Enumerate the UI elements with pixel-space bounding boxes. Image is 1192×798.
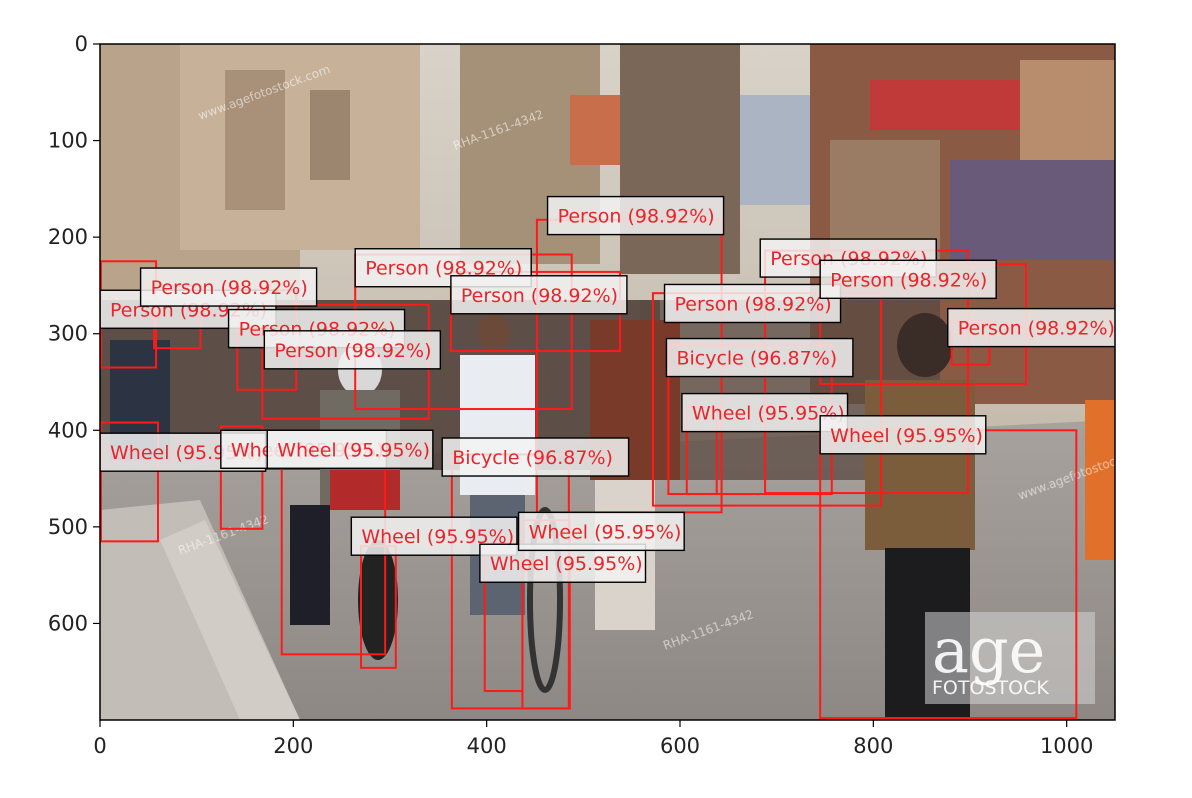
detection-label-text: Person (98.92%) bbox=[675, 293, 832, 315]
detection-label: Bicycle (96.87%) bbox=[665, 337, 854, 378]
detection-label-text: Person (98.92%) bbox=[461, 285, 618, 307]
detection-label: Wheel (95.95%) bbox=[517, 511, 685, 552]
x-tick-label: 200 bbox=[273, 734, 313, 758]
detection-label-text: Wheel (95.95%) bbox=[692, 403, 845, 425]
detection-label-text: Person (98.92%) bbox=[151, 277, 308, 299]
detection-label-box bbox=[546, 195, 725, 236]
axis-ticks: 0 200 400 600 800 1000 0 100 200 300 400 500 600 bbox=[48, 32, 1093, 758]
detection-label: Person (98.92%) bbox=[139, 267, 318, 307]
detection-box bbox=[219, 425, 264, 530]
detection-label-box bbox=[665, 337, 854, 378]
y-tick-label: 600 bbox=[48, 611, 88, 635]
x-tick-label: 0 bbox=[93, 734, 106, 758]
detection-label: Person (98.92%) bbox=[947, 307, 1115, 348]
y-tick-label: 200 bbox=[48, 225, 88, 249]
detection-label: Person (98.92%) bbox=[450, 275, 628, 315]
detection-label-box bbox=[517, 511, 685, 552]
street-photo: age FOTOSTOCK RHA-1161-4342 www.agefotos… bbox=[100, 44, 1115, 720]
detection-label-box bbox=[819, 415, 987, 455]
detection-label-text: Wheel (95.95%) bbox=[490, 553, 643, 575]
detection-label-box bbox=[947, 307, 1115, 348]
y-tick-label: 500 bbox=[48, 515, 88, 539]
x-tick-label: 800 bbox=[853, 734, 893, 758]
detection-label-box bbox=[450, 275, 628, 315]
y-tick-label: 300 bbox=[48, 322, 88, 346]
axes-frame bbox=[99, 43, 1116, 721]
detection-label-text: Person (98.92%) bbox=[365, 258, 522, 280]
detection-label: Bicycle (96.87%) bbox=[441, 437, 630, 477]
detection-label-box bbox=[663, 283, 842, 324]
detection-label-text: Bicycle (96.87%) bbox=[676, 348, 837, 370]
detection-label-text: Wheel (95.95%) bbox=[361, 526, 514, 548]
detection-label: Wheel (95.95%) bbox=[819, 415, 987, 455]
detection-label: Person (98.92%) bbox=[263, 330, 442, 370]
detection-label-text: Bicycle (96.87%) bbox=[452, 447, 613, 469]
x-tick-label: 1000 bbox=[1040, 734, 1093, 758]
x-tick-label: 600 bbox=[660, 734, 700, 758]
watermark-sub: FOTOSTOCK bbox=[932, 677, 1049, 699]
detection-label: Person (98.92%) bbox=[819, 259, 997, 300]
detection-labels: Person (98.92%)Person (98.92%)Person (98… bbox=[100, 195, 1115, 583]
detection-label-text: Person (98.92%) bbox=[274, 340, 431, 362]
detection-label-text: Person (98.92%) bbox=[830, 269, 987, 291]
y-tick-label: 0 bbox=[75, 32, 88, 56]
detection-label-text: Person (98.92%) bbox=[558, 206, 715, 228]
detections-layer: Person (98.92%)Person (98.92%)Person (98… bbox=[100, 195, 1115, 720]
x-tick-label: 400 bbox=[467, 734, 507, 758]
detection-label-text: Wheel (95.95%) bbox=[830, 425, 983, 447]
y-tick-label: 400 bbox=[48, 418, 88, 442]
detection-label: Wheel (95.95%) bbox=[266, 429, 434, 469]
detection-label-box bbox=[139, 267, 318, 307]
detection-label-box bbox=[441, 437, 630, 477]
detection-label-text: Wheel (95.95%) bbox=[277, 439, 430, 461]
watermark-brand: age bbox=[932, 614, 1045, 687]
detection-label-box bbox=[819, 259, 997, 300]
detection-label-text: Wheel (95.95%) bbox=[529, 521, 682, 543]
detection-box bbox=[100, 421, 159, 543]
detection-label: Person (98.92%) bbox=[546, 195, 725, 236]
detection-label-box bbox=[263, 330, 442, 370]
detection-label-box bbox=[266, 429, 434, 469]
detection-label: Person (98.92%) bbox=[663, 283, 842, 324]
y-tick-label: 100 bbox=[48, 129, 88, 153]
detection-label-text: Person (98.92%) bbox=[958, 318, 1115, 340]
